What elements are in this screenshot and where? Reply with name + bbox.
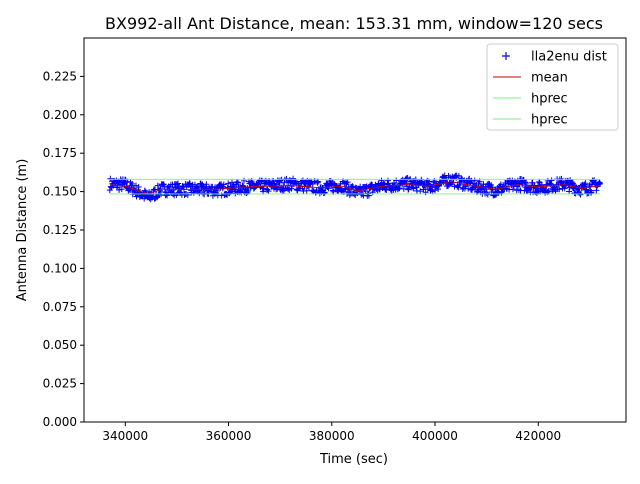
distance-point bbox=[596, 180, 603, 187]
y-tick-label: 0.100 bbox=[43, 261, 77, 275]
distance-point bbox=[484, 191, 491, 198]
distance-point bbox=[521, 179, 528, 186]
distance-point bbox=[342, 185, 349, 192]
distance-point bbox=[344, 179, 351, 186]
distance-point bbox=[224, 184, 231, 191]
legend-marker bbox=[502, 52, 510, 60]
distance-point bbox=[593, 187, 600, 194]
distance-point bbox=[321, 189, 328, 196]
x-axis: 340000 360000 380000 400000 420000 bbox=[102, 422, 561, 443]
legend-label: hprec bbox=[531, 92, 568, 107]
y-tick-label: 0.175 bbox=[43, 146, 77, 160]
y-tick-label: 0.225 bbox=[43, 69, 77, 83]
distance-point bbox=[581, 181, 588, 188]
distance-point bbox=[497, 181, 504, 188]
distance-point bbox=[262, 180, 269, 187]
chart-title: BX992-all Ant Distance, mean: 153.31 mm,… bbox=[105, 14, 603, 33]
distance-point bbox=[286, 177, 293, 184]
x-tick-label: 400000 bbox=[412, 429, 458, 443]
x-tick-label: 360000 bbox=[206, 429, 252, 443]
distance-point bbox=[184, 191, 191, 198]
distance-point bbox=[410, 185, 417, 192]
distance-point bbox=[523, 180, 530, 187]
x-axis-label: Time (sec) bbox=[319, 452, 388, 467]
distance-point bbox=[445, 183, 452, 190]
distance-point bbox=[561, 185, 568, 192]
distance-point bbox=[279, 186, 286, 193]
distance-point bbox=[157, 185, 164, 192]
distance-point bbox=[234, 179, 241, 186]
distance-point bbox=[556, 186, 563, 193]
distance-point bbox=[489, 184, 496, 191]
mean-line bbox=[109, 181, 601, 195]
distance-point bbox=[582, 180, 589, 187]
y-tick-label: 0.025 bbox=[43, 377, 77, 391]
y-tick-label: 0.050 bbox=[43, 338, 77, 352]
legend: lla2enu dist mean hprec hprec bbox=[486, 43, 619, 131]
distance-point bbox=[164, 192, 171, 199]
distance-point bbox=[536, 178, 543, 185]
y-tick-label: 0.150 bbox=[43, 185, 77, 199]
distance-point bbox=[568, 179, 575, 186]
distance-point bbox=[203, 181, 210, 188]
distance-point bbox=[118, 186, 125, 193]
distance-point bbox=[385, 177, 392, 184]
distance-point bbox=[417, 188, 424, 195]
y-tick-label: 0.075 bbox=[43, 300, 77, 314]
distance-point bbox=[129, 180, 136, 187]
distance-point bbox=[265, 188, 272, 195]
distance-point bbox=[179, 182, 186, 189]
distance-point bbox=[396, 185, 403, 192]
distance-point bbox=[220, 181, 227, 188]
distance-point bbox=[577, 191, 584, 198]
distance-point bbox=[325, 185, 332, 192]
lla2enu-dist-series bbox=[106, 172, 604, 203]
distance-point bbox=[154, 182, 161, 189]
distance-point bbox=[132, 182, 139, 189]
distance-point bbox=[435, 186, 442, 193]
legend-label: hprec bbox=[531, 113, 568, 128]
distance-point bbox=[225, 180, 232, 187]
distance-point bbox=[195, 183, 202, 190]
plot-area bbox=[106, 172, 604, 203]
distance-point bbox=[431, 187, 438, 194]
x-tick-label: 340000 bbox=[102, 429, 148, 443]
x-tick-label: 420000 bbox=[515, 429, 561, 443]
y-axis: 0.000 0.025 0.050 0.075 0.100 0.125 0.150 0.175… bbox=[43, 69, 84, 429]
distance-point bbox=[237, 188, 244, 195]
distance-point bbox=[405, 186, 412, 193]
distance-point bbox=[135, 184, 142, 191]
distance-point bbox=[393, 177, 400, 184]
distance-point bbox=[314, 179, 321, 186]
y-axis-label: Antenna Distance (m) bbox=[15, 159, 30, 302]
distance-point bbox=[509, 186, 516, 193]
distance-point bbox=[195, 187, 202, 194]
distance-point bbox=[303, 187, 310, 194]
y-tick-label: 0.200 bbox=[43, 108, 77, 122]
y-tick-label: 0.000 bbox=[43, 415, 77, 429]
distance-point bbox=[587, 189, 594, 196]
y-tick-label: 0.125 bbox=[43, 223, 77, 237]
distance-point bbox=[321, 190, 328, 197]
distance-point bbox=[534, 187, 541, 194]
legend-label: lla2enu dist bbox=[531, 50, 607, 65]
distance-point bbox=[498, 189, 505, 196]
distance-point bbox=[174, 180, 181, 187]
distance-point bbox=[378, 177, 385, 184]
legend-box bbox=[486, 43, 619, 131]
distance-point bbox=[230, 181, 237, 188]
distance-point bbox=[465, 185, 472, 192]
distance-point bbox=[116, 186, 123, 193]
distance-point bbox=[548, 177, 555, 184]
x-tick-label: 380000 bbox=[309, 429, 355, 443]
distance-point bbox=[471, 177, 478, 184]
distance-point bbox=[349, 183, 356, 190]
legend-label: mean bbox=[531, 71, 568, 86]
distance-point bbox=[569, 180, 576, 187]
